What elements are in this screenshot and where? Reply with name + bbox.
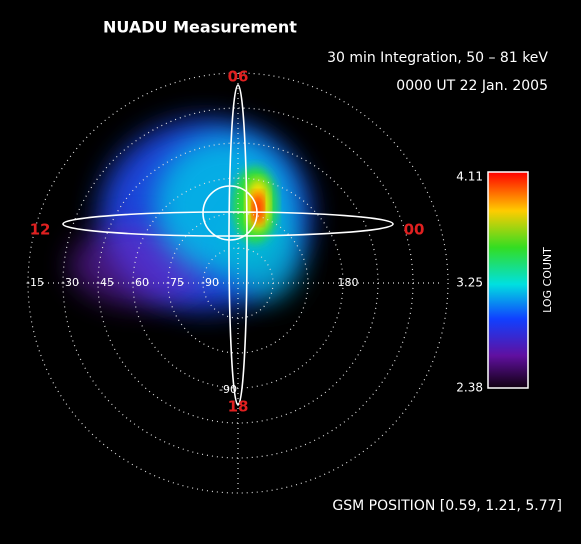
intensity-image bbox=[70, 120, 310, 310]
integration: 30 min Integration, 50 – 81 keV bbox=[327, 50, 548, 66]
polar-grid bbox=[27, 72, 449, 494]
colorbar-max: 4.11 bbox=[456, 170, 483, 184]
colorbar bbox=[487, 171, 529, 389]
latitude-label: -30 bbox=[61, 276, 79, 289]
latitude-label: -45 bbox=[96, 276, 114, 289]
mlt-label: 06 bbox=[228, 68, 249, 86]
latitude-label: -90 bbox=[201, 276, 219, 289]
colorbar-label: LOG COUNT bbox=[541, 247, 554, 313]
mlt-label: 00 bbox=[404, 221, 425, 239]
latitude-label: -15 bbox=[26, 276, 44, 289]
colorbar-mid: 3.25 bbox=[456, 276, 483, 290]
title: NUADU Measurement bbox=[103, 18, 297, 37]
latitude-label: 180 bbox=[338, 276, 359, 289]
colorbar-min: 2.38 bbox=[456, 381, 483, 395]
gsm-position: GSM POSITION [0.59, 1.21, 5.77] bbox=[332, 498, 562, 514]
latitude-label: -90 bbox=[219, 383, 237, 396]
mlt-label: 18 bbox=[228, 398, 249, 416]
latitude-label: -60 bbox=[131, 276, 149, 289]
mlt-label: 12 bbox=[30, 221, 51, 239]
orbit-outlines bbox=[62, 84, 394, 406]
time: 0000 UT 22 Jan. 2005 bbox=[396, 78, 548, 94]
latitude-label: -75 bbox=[166, 276, 184, 289]
